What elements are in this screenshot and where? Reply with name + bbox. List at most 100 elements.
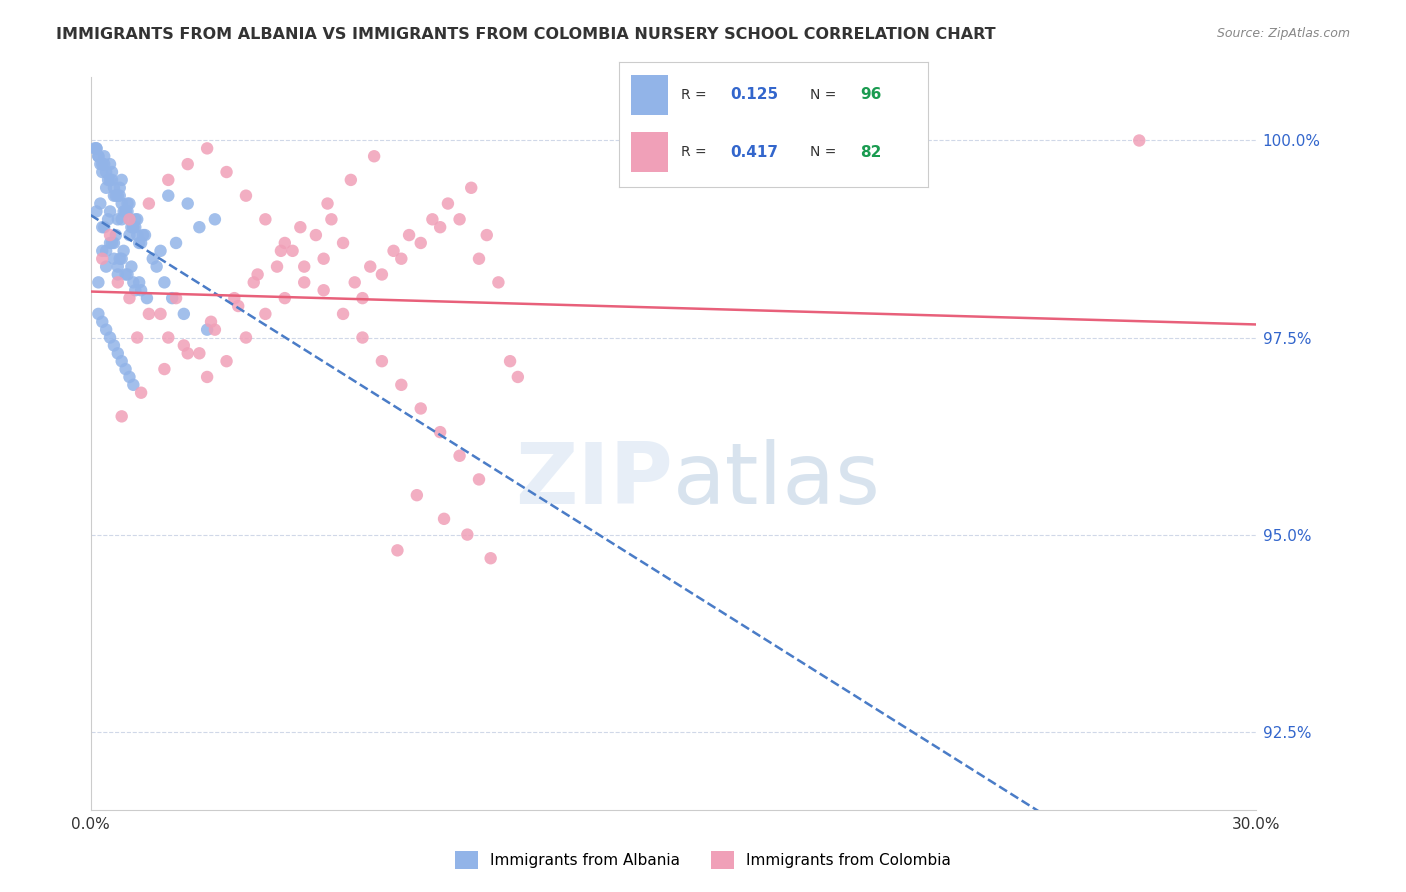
Immigrants from Albania xyxy=(112,204,135,219)
Immigrants from Albania xyxy=(101,235,124,250)
Immigrants from Colombia xyxy=(246,268,269,282)
Immigrants from Colombia xyxy=(371,354,394,368)
Immigrants from Albania xyxy=(111,212,134,227)
Immigrants from Colombia xyxy=(305,228,328,243)
Immigrants from Colombia xyxy=(389,377,412,392)
Immigrants from Albania xyxy=(127,228,149,243)
Text: R =: R = xyxy=(681,145,710,160)
Immigrants from Albania xyxy=(153,276,176,290)
Immigrants from Colombia xyxy=(242,276,264,290)
Text: Source: ZipAtlas.com: Source: ZipAtlas.com xyxy=(1216,27,1350,40)
FancyBboxPatch shape xyxy=(631,132,668,172)
Immigrants from Albania xyxy=(129,283,152,297)
Immigrants from Albania xyxy=(108,181,131,195)
Immigrants from Albania xyxy=(165,235,187,250)
Immigrants from Colombia xyxy=(449,449,471,463)
Immigrants from Albania xyxy=(120,220,142,235)
Immigrants from Colombia xyxy=(138,307,160,321)
Immigrants from Albania xyxy=(107,268,129,282)
Immigrants from Albania xyxy=(94,181,117,195)
Immigrants from Albania xyxy=(94,260,117,274)
Immigrants from Albania xyxy=(107,212,129,227)
Immigrants from Colombia xyxy=(312,283,335,297)
Immigrants from Albania xyxy=(103,252,125,266)
Immigrants from Albania xyxy=(114,204,136,219)
Immigrants from Colombia xyxy=(475,228,498,243)
Immigrants from Colombia xyxy=(321,212,343,227)
Legend: Immigrants from Albania, Immigrants from Colombia: Immigrants from Albania, Immigrants from… xyxy=(449,845,957,875)
Text: atlas: atlas xyxy=(673,439,882,522)
Immigrants from Colombia xyxy=(177,157,200,171)
Immigrants from Colombia xyxy=(460,181,482,195)
Immigrants from Albania xyxy=(118,212,141,227)
Immigrants from Colombia xyxy=(382,244,405,258)
Immigrants from Albania xyxy=(86,141,108,155)
Immigrants from Albania xyxy=(94,244,117,258)
Immigrants from Albania xyxy=(120,260,142,274)
Immigrants from Albania xyxy=(107,260,129,274)
Immigrants from Albania xyxy=(134,228,156,243)
Immigrants from Albania xyxy=(128,276,150,290)
Immigrants from Colombia xyxy=(204,323,226,337)
Text: ZIP: ZIP xyxy=(516,439,673,522)
Immigrants from Colombia xyxy=(107,276,129,290)
Immigrants from Colombia xyxy=(226,299,249,313)
Immigrants from Colombia xyxy=(281,244,304,258)
Immigrants from Albania xyxy=(101,173,124,187)
Immigrants from Albania xyxy=(195,323,218,337)
Immigrants from Albania xyxy=(112,244,135,258)
Text: 0.125: 0.125 xyxy=(730,87,778,103)
Immigrants from Colombia xyxy=(129,385,152,400)
Immigrants from Colombia xyxy=(224,291,246,305)
Immigrants from Colombia xyxy=(468,472,491,486)
Immigrants from Colombia xyxy=(422,212,444,227)
Immigrants from Albania xyxy=(98,330,121,344)
Immigrants from Colombia xyxy=(316,196,339,211)
Immigrants from Albania xyxy=(173,307,195,321)
Immigrants from Colombia xyxy=(188,346,211,360)
Immigrants from Colombia xyxy=(433,512,456,526)
Immigrants from Albania xyxy=(98,235,121,250)
Immigrants from Colombia xyxy=(371,268,394,282)
Immigrants from Colombia xyxy=(343,276,366,290)
Immigrants from Albania xyxy=(118,228,141,243)
Immigrants from Albania xyxy=(114,362,136,376)
Immigrants from Albania xyxy=(97,212,120,227)
Immigrants from Albania xyxy=(89,157,111,171)
Immigrants from Albania xyxy=(98,173,121,187)
Immigrants from Colombia xyxy=(274,291,297,305)
Immigrants from Colombia xyxy=(332,235,354,250)
Immigrants from Colombia xyxy=(195,141,218,155)
Immigrants from Albania xyxy=(118,370,141,384)
Immigrants from Albania xyxy=(98,204,121,219)
Immigrants from Albania xyxy=(117,268,139,282)
Immigrants from Colombia xyxy=(359,260,381,274)
Immigrants from Albania xyxy=(108,252,131,266)
Immigrants from Albania xyxy=(93,157,115,171)
Immigrants from Colombia xyxy=(429,425,451,439)
Immigrants from Albania xyxy=(124,212,146,227)
Immigrants from Colombia xyxy=(290,220,312,235)
Immigrants from Albania xyxy=(132,228,155,243)
Immigrants from Albania xyxy=(87,149,110,163)
Immigrants from Albania xyxy=(129,235,152,250)
Immigrants from Albania xyxy=(160,291,183,305)
Immigrants from Colombia xyxy=(387,543,409,558)
Immigrants from Albania xyxy=(157,188,180,202)
Immigrants from Albania xyxy=(87,307,110,321)
Immigrants from Albania xyxy=(118,196,141,211)
Immigrants from Albania xyxy=(94,165,117,179)
Immigrants from Albania xyxy=(117,204,139,219)
Immigrants from Colombia xyxy=(312,252,335,266)
Immigrants from Albania xyxy=(122,220,145,235)
Immigrants from Colombia xyxy=(292,260,315,274)
Immigrants from Colombia xyxy=(235,188,257,202)
Immigrants from Albania xyxy=(93,220,115,235)
Immigrants from Colombia xyxy=(389,252,412,266)
Immigrants from Colombia xyxy=(215,165,238,179)
Immigrants from Colombia xyxy=(332,307,354,321)
Immigrants from Albania xyxy=(104,188,127,202)
Immigrants from Colombia xyxy=(499,354,522,368)
Immigrants from Colombia xyxy=(177,346,200,360)
Immigrants from Albania xyxy=(111,196,134,211)
